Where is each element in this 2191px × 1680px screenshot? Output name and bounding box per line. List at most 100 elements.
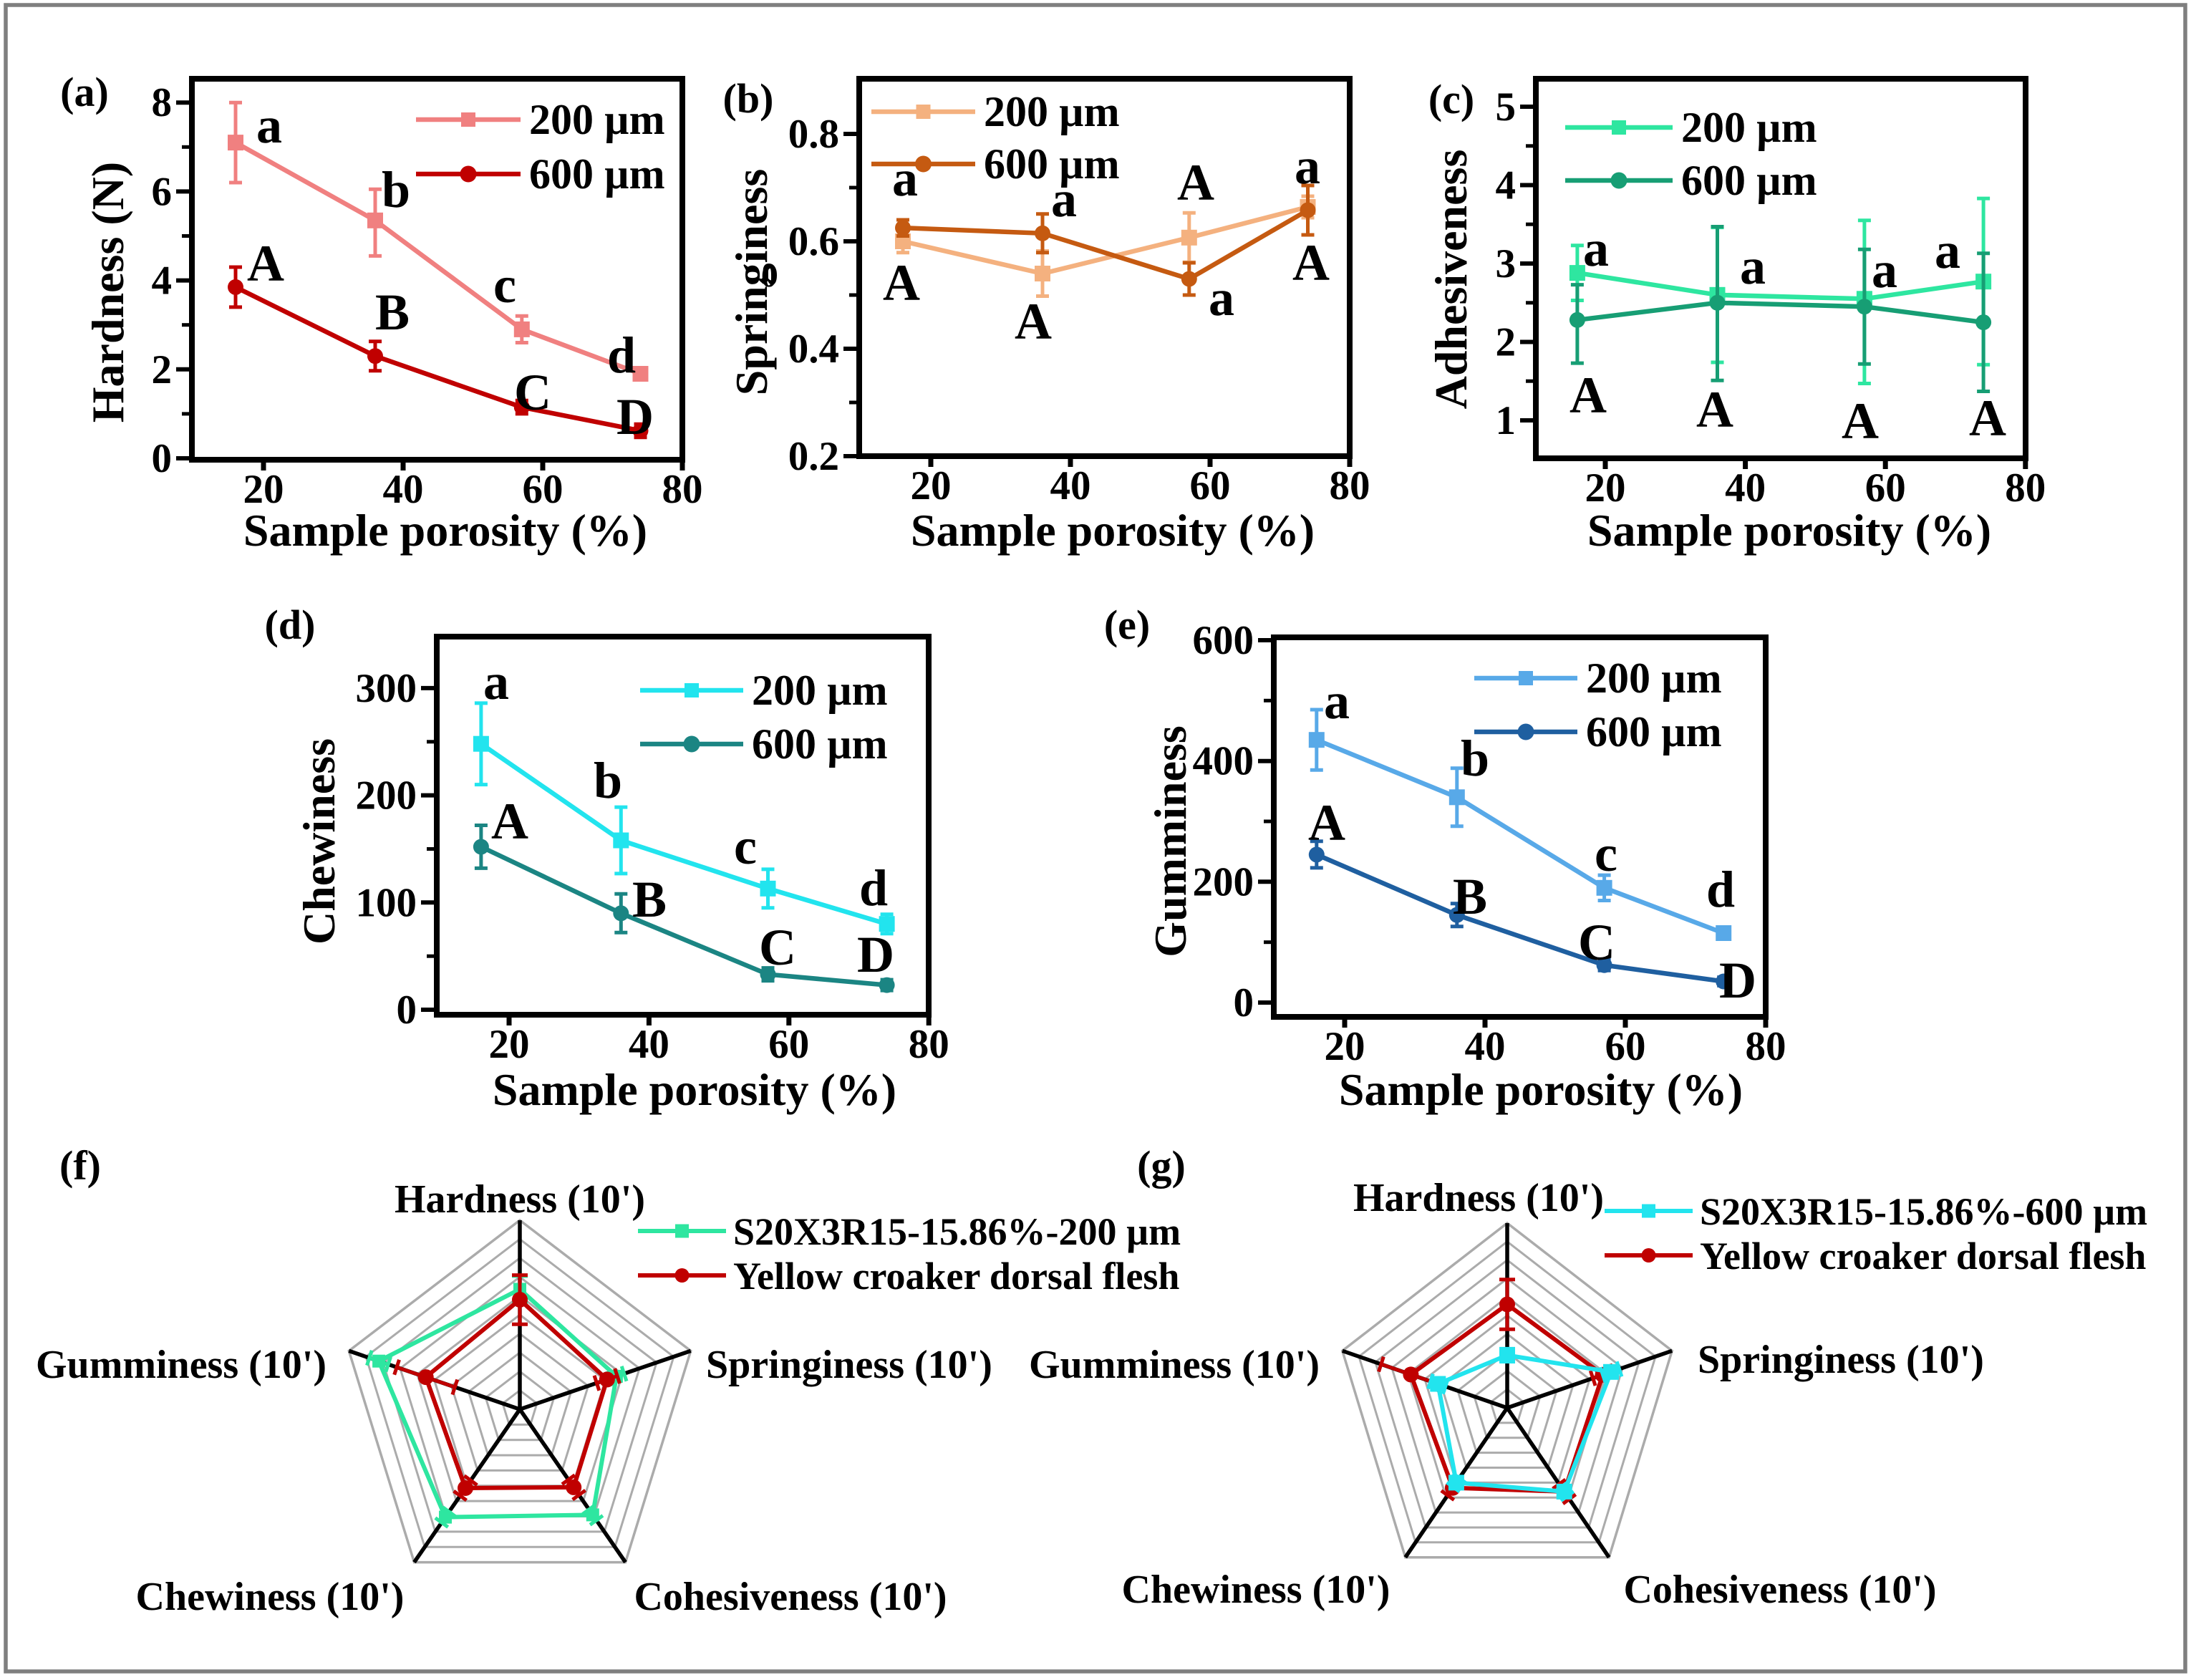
svg-text:4: 4 [152,259,173,304]
svg-text:(f): (f) [59,1142,101,1189]
svg-text:A: A [491,793,528,850]
svg-text:a: a [483,653,509,710]
svg-text:200 µm: 200 µm [529,96,665,143]
svg-text:D: D [1719,952,1756,1009]
svg-text:a: a [1295,137,1320,195]
svg-text:60: 60 [1865,465,1906,511]
svg-text:C: C [514,364,551,421]
svg-text:0.8: 0.8 [788,112,839,157]
svg-text:600 µm: 600 µm [984,140,1120,188]
svg-text:(g): (g) [1137,1142,1186,1189]
svg-text:Chewiness (10'): Chewiness (10') [1122,1568,1390,1612]
svg-text:c: c [1595,825,1617,882]
svg-text:a: a [1740,238,1766,295]
svg-text:100: 100 [356,880,417,925]
svg-text:6: 6 [152,169,173,214]
svg-text:a: a [1051,170,1077,228]
svg-text:S20X3R15-15.86%-600 µm: S20X3R15-15.86%-600 µm [1700,1190,2147,1233]
svg-text:C: C [759,919,796,976]
svg-text:A: A [1696,381,1733,438]
svg-text:200: 200 [356,773,417,819]
svg-text:Springiness (10'): Springiness (10') [706,1343,992,1387]
svg-text:Sample porosity (%): Sample porosity (%) [1587,505,1991,556]
svg-text:40: 40 [1465,1024,1506,1069]
svg-text:Springiness (10'): Springiness (10') [1698,1338,1984,1382]
svg-text:200 µm: 200 µm [752,667,888,714]
svg-text:20: 20 [911,463,952,508]
svg-text:Adhesiveness: Adhesiveness [1426,150,1476,410]
svg-text:20: 20 [489,1022,530,1067]
svg-text:D: D [616,388,654,445]
svg-text:2: 2 [1496,320,1517,365]
svg-text:d: d [1706,861,1735,918]
svg-text:B: B [1453,868,1487,925]
svg-text:40: 40 [629,1022,669,1067]
svg-text:80: 80 [1330,463,1370,508]
svg-text:a: a [1872,241,1897,299]
svg-text:Hardness (10'): Hardness (10') [395,1177,645,1222]
svg-text:Gumminess (10'): Gumminess (10') [1029,1343,1320,1387]
svg-text:5: 5 [1496,85,1517,130]
svg-text:A: A [1292,234,1330,291]
svg-text:B: B [375,284,410,341]
svg-text:D: D [857,926,894,983]
svg-text:(a): (a) [60,69,109,115]
svg-text:A: A [1015,293,1052,350]
svg-text:A: A [1177,154,1214,211]
svg-text:80: 80 [909,1022,949,1067]
svg-text:200 µm: 200 µm [1586,655,1722,702]
svg-text:Cohesiveness (10'): Cohesiveness (10') [1623,1568,1936,1612]
svg-text:(e): (e) [1104,602,1150,648]
svg-text:Sample porosity (%): Sample porosity (%) [243,505,647,556]
svg-text:a: a [1209,269,1234,327]
svg-text:4: 4 [1496,163,1517,208]
svg-text:0.2: 0.2 [788,434,839,479]
svg-text:S20X3R15-15.86%-200 µm: S20X3R15-15.86%-200 µm [733,1210,1181,1253]
svg-text:600 µm: 600 µm [1681,157,1817,204]
svg-text:b: b [382,161,410,218]
svg-text:0.4: 0.4 [788,327,839,372]
svg-text:(c): (c) [1428,76,1474,122]
svg-text:A: A [1969,390,2006,447]
svg-text:60: 60 [523,467,564,512]
svg-text:300: 300 [356,666,417,711]
svg-text:600 µm: 600 µm [529,150,665,198]
svg-text:0: 0 [397,988,417,1033]
svg-text:600: 600 [1193,618,1254,663]
svg-text:b: b [594,752,622,809]
svg-text:A: A [247,235,284,292]
svg-text:(b): (b) [723,75,774,122]
svg-text:Sample porosity (%): Sample porosity (%) [911,505,1315,556]
svg-text:Chewiness (10'): Chewiness (10') [136,1575,405,1619]
svg-text:Hardness (10'): Hardness (10') [1353,1176,1604,1220]
svg-text:Sample porosity (%): Sample porosity (%) [493,1064,896,1115]
svg-text:40: 40 [383,467,424,512]
svg-text:Gumminess: Gumminess [1145,725,1196,957]
svg-text:C: C [1578,914,1615,971]
svg-text:200 µm: 200 µm [984,88,1120,135]
svg-text:0.6: 0.6 [788,219,839,264]
svg-text:Yellow croaker dorsal flesh: Yellow croaker dorsal flesh [1700,1235,2146,1278]
svg-text:c: c [734,818,757,875]
svg-text:8: 8 [152,80,173,125]
svg-text:2: 2 [152,347,173,392]
svg-text:Yellow croaker dorsal flesh: Yellow croaker dorsal flesh [733,1255,1179,1298]
svg-text:A: A [883,254,920,312]
svg-text:600 µm: 600 µm [1586,708,1722,755]
svg-text:80: 80 [662,467,703,512]
svg-text:20: 20 [243,467,284,512]
svg-text:400: 400 [1193,739,1254,784]
svg-text:0: 0 [1234,980,1254,1025]
svg-text:60: 60 [1605,1024,1646,1069]
svg-text:a: a [892,150,918,207]
svg-text:1: 1 [1496,398,1517,443]
svg-text:40: 40 [1050,463,1091,508]
svg-text:Springiness: Springiness [726,169,777,396]
svg-text:200 µm: 200 µm [1681,104,1817,151]
svg-text:Gumminess (10'): Gumminess (10') [36,1343,327,1387]
svg-text:b: b [1461,730,1489,787]
svg-text:3: 3 [1496,241,1517,286]
svg-text:Chewiness: Chewiness [294,738,344,945]
svg-text:d: d [607,327,636,384]
svg-text:200: 200 [1193,859,1254,904]
